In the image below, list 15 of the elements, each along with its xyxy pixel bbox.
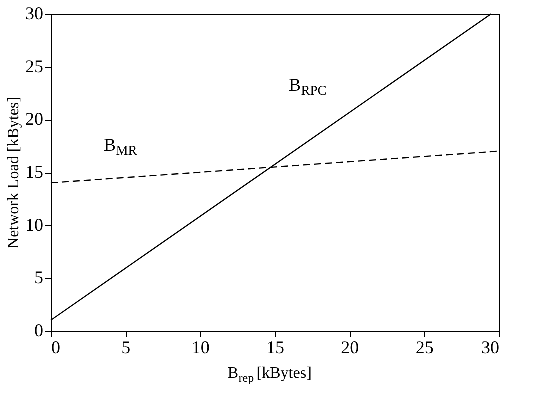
y-tick-label: 0 <box>34 320 44 340</box>
x-tick-label: 5 <box>122 338 131 358</box>
x-tick-label: 10 <box>192 338 210 358</box>
x-tick-label: 0 <box>52 338 60 358</box>
x-tick-label: 25 <box>416 338 434 358</box>
y-tick-label: 20 <box>26 109 44 130</box>
y-tick-label: 5 <box>34 268 44 288</box>
y-tick-label: 10 <box>26 214 44 235</box>
y-tick-label: 15 <box>26 162 44 182</box>
x-tick-label: 15 <box>266 338 284 358</box>
y-axis-title: Network Load [kBytes] <box>6 97 22 249</box>
x-tick-label: 30 <box>482 338 500 358</box>
y-tick-label: 30 <box>26 4 44 24</box>
x-tick-label: 20 <box>341 338 360 358</box>
y-tick-label: 25 <box>26 56 44 76</box>
